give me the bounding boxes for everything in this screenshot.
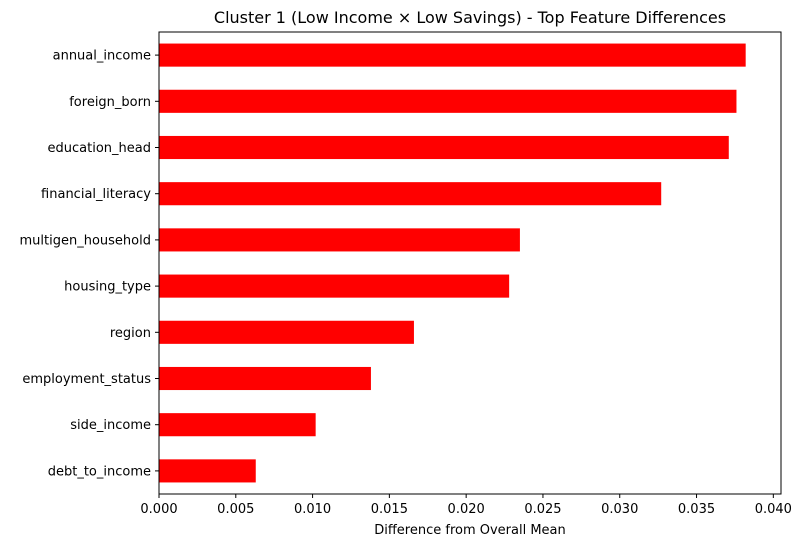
bar-employment_status	[159, 366, 371, 391]
y-tick-label: housing_type	[64, 280, 151, 295]
y-tick-label: annual_income	[53, 49, 151, 64]
x-tick-label: 0.005	[217, 502, 254, 517]
x-tick-label: 0.040	[755, 502, 792, 517]
y-tick-label: education_head	[48, 141, 151, 156]
axes-group: annual_income foreign_born education_headf…	[20, 31, 792, 517]
plot-frame	[158, 31, 782, 495]
bar-financial_literacy	[159, 182, 662, 206]
x-tick-label: 0.015	[371, 502, 408, 517]
x-tick-label: 0.025	[524, 502, 561, 517]
y-tick-label: employment_status	[22, 372, 151, 387]
x-tick-label: 0.020	[448, 502, 485, 517]
x-tick-label: 0.010	[294, 502, 331, 517]
bar-side_income	[159, 413, 316, 437]
chart-title: Cluster 1 (Low Income × Low Savings) - T…	[214, 8, 726, 27]
bar-housing_type	[159, 274, 510, 298]
bar-multigen_household	[159, 228, 520, 252]
bars-group	[159, 43, 746, 483]
y-tick-label: debt_to_income	[48, 464, 151, 479]
x-tick-label: 0.035	[678, 502, 715, 517]
bar-education_head	[159, 135, 729, 160]
y-tick-label: financial_literacy	[41, 187, 151, 202]
y-tick-label: region	[110, 326, 151, 341]
bar-debt_to_income	[159, 459, 256, 483]
y-tick-label: multigen_household	[20, 233, 151, 248]
y-tick-label: foreign_born	[69, 95, 151, 110]
bar-region	[159, 320, 414, 344]
bar-annual_income	[159, 43, 746, 67]
bar-foreign_born	[159, 89, 737, 113]
x-tick-label: 0.030	[601, 502, 638, 517]
x-axis-label: Difference from Overall Mean	[374, 523, 566, 538]
y-tick-label: side_income	[70, 418, 151, 433]
x-tick-label: 0.000	[140, 502, 177, 517]
